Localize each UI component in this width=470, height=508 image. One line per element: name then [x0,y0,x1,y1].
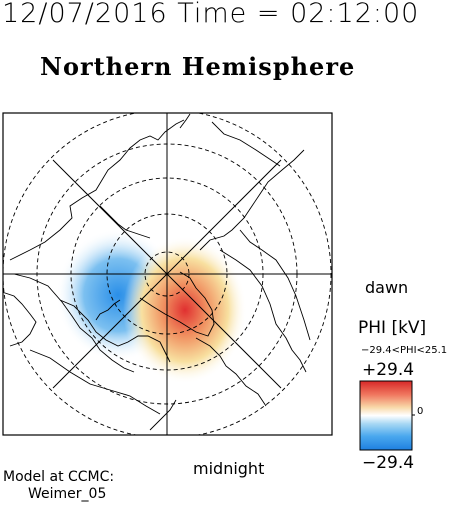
colorbar-range: −29.4<PHI<25.1 [361,345,448,356]
colorbar [359,380,415,451]
dawn-label: dawn [365,278,409,297]
colorbar-title: PHI [kV] [358,318,427,338]
model-label: Model at CCMC: [3,469,115,485]
colorbar-zero-label: 0 [417,406,424,417]
longitude-lines [3,113,332,435]
potential-pattern [56,229,247,384]
hemisphere-title: Northern Hemisphere [40,52,356,81]
colorbar-gradient [359,380,413,451]
colorbar-max-label: +29.4 [362,360,415,380]
timestamp-title: 12/07/2016 Time = 02:12:00 [2,0,420,29]
polar-map [2,112,333,436]
model-name: Weimer_05 [28,486,107,502]
midnight-label: midnight [193,459,265,478]
coastlines [3,113,311,431]
map-frame [2,112,333,436]
positive-cell [123,236,247,384]
colorbar-min-label: −29.4 [362,453,415,473]
